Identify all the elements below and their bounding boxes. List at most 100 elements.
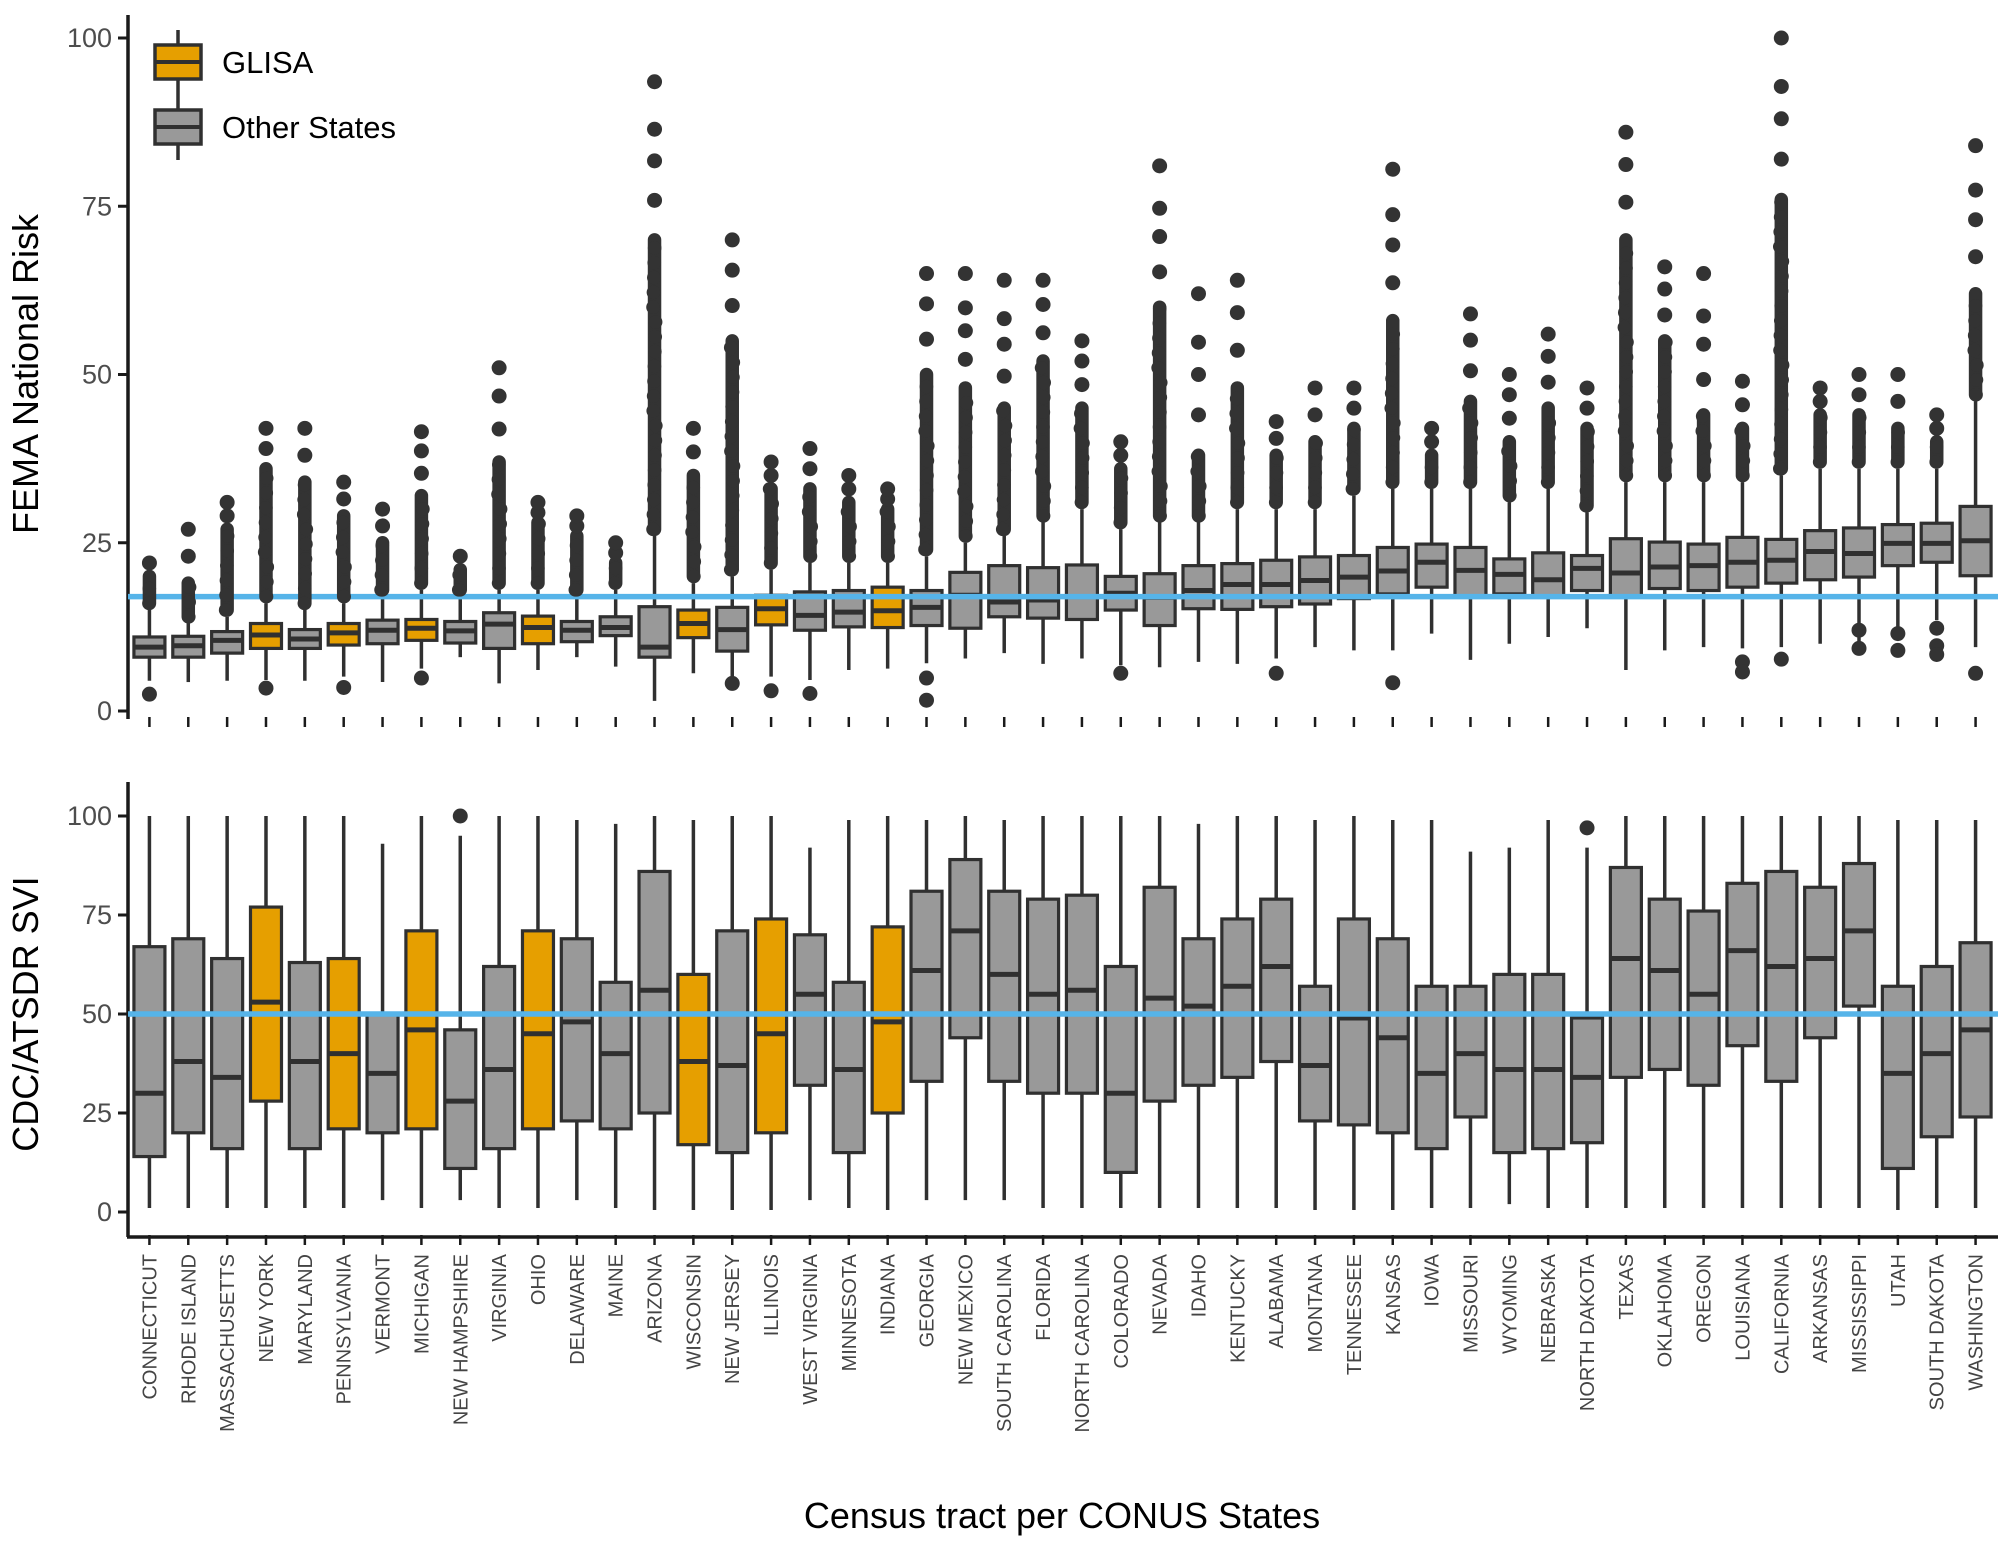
outlier-dot-PENNSYLVANIA <box>335 545 350 559</box>
outlier-dot-MISSISSIPPI <box>1851 387 1867 403</box>
outlier-dot-WYOMING <box>1503 488 1517 503</box>
outlier-dot-NEW MEXICO <box>957 469 972 484</box>
outlier-dot-NEW JERSEY <box>726 459 741 473</box>
x-category-label-SOUTH CAROLINA: SOUTH CAROLINA <box>994 1253 1016 1431</box>
box-svi-ALABAMA <box>1259 897 1294 1064</box>
outlier-dot-WYOMING <box>1501 387 1517 403</box>
outlier-dot-GEORGIA <box>919 379 934 394</box>
outlier-dot-NEW YORK <box>259 500 273 515</box>
x-category-label-NEW MEXICO: NEW MEXICO <box>955 1254 977 1385</box>
outlier-dot-low-UTAH <box>1890 626 1906 642</box>
outlier-dot-MICHIGAN <box>413 424 429 440</box>
outlier-dot-ARIZONA <box>647 192 663 208</box>
outlier-dot-WISCONSIN <box>686 480 701 495</box>
box-svi-NEBRASKA <box>1531 972 1566 1151</box>
outlier-dot-OHIO <box>531 546 546 561</box>
outlier-dot-CALIFORNIA <box>1775 358 1790 372</box>
outlier-dot-NEW JERSEY <box>724 232 740 248</box>
outlier-dot-WEST VIRGINIA <box>802 490 816 504</box>
outlier-dot-OREGON <box>1697 468 1711 483</box>
outlier-dot-UTAH <box>1890 367 1906 382</box>
y-axis-title-top: FEMA National Risk <box>5 213 46 534</box>
outlier-dot-TENNESSEE <box>1346 467 1360 481</box>
outlier-dot-TEXAS <box>1617 305 1632 320</box>
outlier-dot-NEBRASKA <box>1540 326 1556 342</box>
x-category-label-ALABAMA: ALABAMA <box>1266 1253 1288 1348</box>
outlier-dot-NEW JERSEY <box>725 488 740 503</box>
outlier-dot-VIRGINIA <box>493 531 507 546</box>
outlier-dot-NEW JERSEY <box>725 518 739 533</box>
outlier-dot-CALIFORNIA <box>1773 432 1788 446</box>
outlier-dot-MARYLAND <box>296 507 311 522</box>
x-category-label-MARYLAND: MARYLAND <box>295 1254 317 1365</box>
outlier-dot-OHIO <box>531 561 545 576</box>
outlier-dot-MONTANA <box>1308 465 1323 480</box>
y-tick-label-svi-75: 75 <box>82 900 112 930</box>
outlier-dot-ALABAMA <box>1270 451 1284 465</box>
outlier-dot-CALIFORNIA <box>1773 151 1789 167</box>
outlier-dot-ALABAMA <box>1268 414 1284 430</box>
outlier-dot-KANSAS <box>1386 445 1400 460</box>
outlier-dot-ARIZONA <box>647 241 662 255</box>
box-svi-WYOMING <box>1492 972 1527 1155</box>
outlier-dot-MINNESOTA <box>841 481 857 497</box>
outlier-dot-ILLINOIS <box>763 467 779 483</box>
outlier-dot-DELAWARE <box>569 538 584 553</box>
outlier-dot-WISCONSIN <box>687 554 702 569</box>
outlier-dot-NORTH DAKOTA <box>1579 400 1595 416</box>
x-category-label-ILLINOIS: ILLINOIS <box>761 1254 783 1336</box>
outlier-dot-NEVADA <box>1154 479 1168 494</box>
outlier-dot-GEORGIA <box>920 453 935 468</box>
x-category-label-MAINE: MAINE <box>606 1254 628 1317</box>
box-svi-MARYLAND <box>287 960 322 1151</box>
outlier-dot-UTAH <box>1890 440 1905 454</box>
outlier-dot-KANSAS <box>1385 207 1401 223</box>
outlier-dot-OREGON <box>1698 439 1712 453</box>
y-tick-label-fema-0: 0 <box>97 696 112 726</box>
outlier-dot-KANSAS <box>1384 386 1399 401</box>
outlier-dot-NEVADA <box>1152 301 1167 316</box>
outlier-dot-MISSOURI <box>1463 460 1478 475</box>
box-svi-ILLINOIS <box>753 917 789 1135</box>
legend-item-glisa: GLISA <box>153 30 314 95</box>
outlier-dot-NEW JERSEY <box>726 355 741 370</box>
outlier-dot-PENNSYLVANIA <box>337 574 352 589</box>
box-fema-TEXAS <box>1608 537 1643 599</box>
outlier-dot-WASHINGTON <box>1969 373 1984 387</box>
outlier-dot-NORTH DAKOTA <box>1579 820 1595 836</box>
outlier-dot-PENNSYLVANIA <box>336 474 352 490</box>
outlier-dot-MISSISSIPPI <box>1852 410 1867 425</box>
outlier-dot-NEBRASKA <box>1541 460 1555 475</box>
outlier-dot-GEORGIA <box>918 409 933 424</box>
outlier-dot-NORTH DAKOTA <box>1580 454 1595 469</box>
outlier-dot-WASHINGTON <box>1967 328 1982 343</box>
outlier-dot-MASSACHUSETTS <box>219 508 235 524</box>
outlier-dot-FLORIDA <box>1036 390 1051 405</box>
outlier-dot-ARIZONA <box>647 255 662 270</box>
outlier-dot-NORTH CAROLINA <box>1075 465 1090 480</box>
outlier-dot-NEW HAMPSHIRE <box>452 548 468 564</box>
outlier-dot-low-KANSAS <box>1385 675 1401 691</box>
outlier-dot-INDIANA <box>882 519 896 534</box>
outlier-dot-PENNSYLVANIA <box>336 515 350 530</box>
x-category-label-IOWA: IOWA <box>1422 1253 1444 1306</box>
outlier-dot-NEW YORK <box>260 574 274 589</box>
outlier-dot-UTAH <box>1890 455 1905 469</box>
x-category-label-TENNESSEE: TENNESSEE <box>1344 1254 1366 1375</box>
outlier-dot-WISCONSIN <box>685 510 700 524</box>
outlier-dot-KENTUCKY <box>1230 465 1245 480</box>
outlier-dot-MASSACHUSETTS <box>219 494 235 510</box>
outlier-dot-WASHINGTON <box>1968 299 1983 313</box>
outlier-dot-TEXAS <box>1617 424 1632 438</box>
outlier-dot-MARYLAND <box>298 552 313 566</box>
x-category-label-DELAWARE: DELAWARE <box>567 1254 589 1365</box>
outlier-dot-NEVADA <box>1152 158 1168 174</box>
outlier-dot-TEXAS <box>1618 194 1634 210</box>
outlier-dot-MASSACHUSETTS <box>220 544 235 558</box>
outlier-dot-COLORADO <box>1114 486 1128 500</box>
outlier-dot-NEW HAMPSHIRE <box>451 583 466 597</box>
outlier-dot-low-ALABAMA <box>1268 665 1284 681</box>
outlier-dot-WASHINGTON <box>1968 182 1984 198</box>
outlier-dot-FLORIDA <box>1035 272 1051 288</box>
outlier-dot-RHODE ISLAND <box>181 609 196 624</box>
